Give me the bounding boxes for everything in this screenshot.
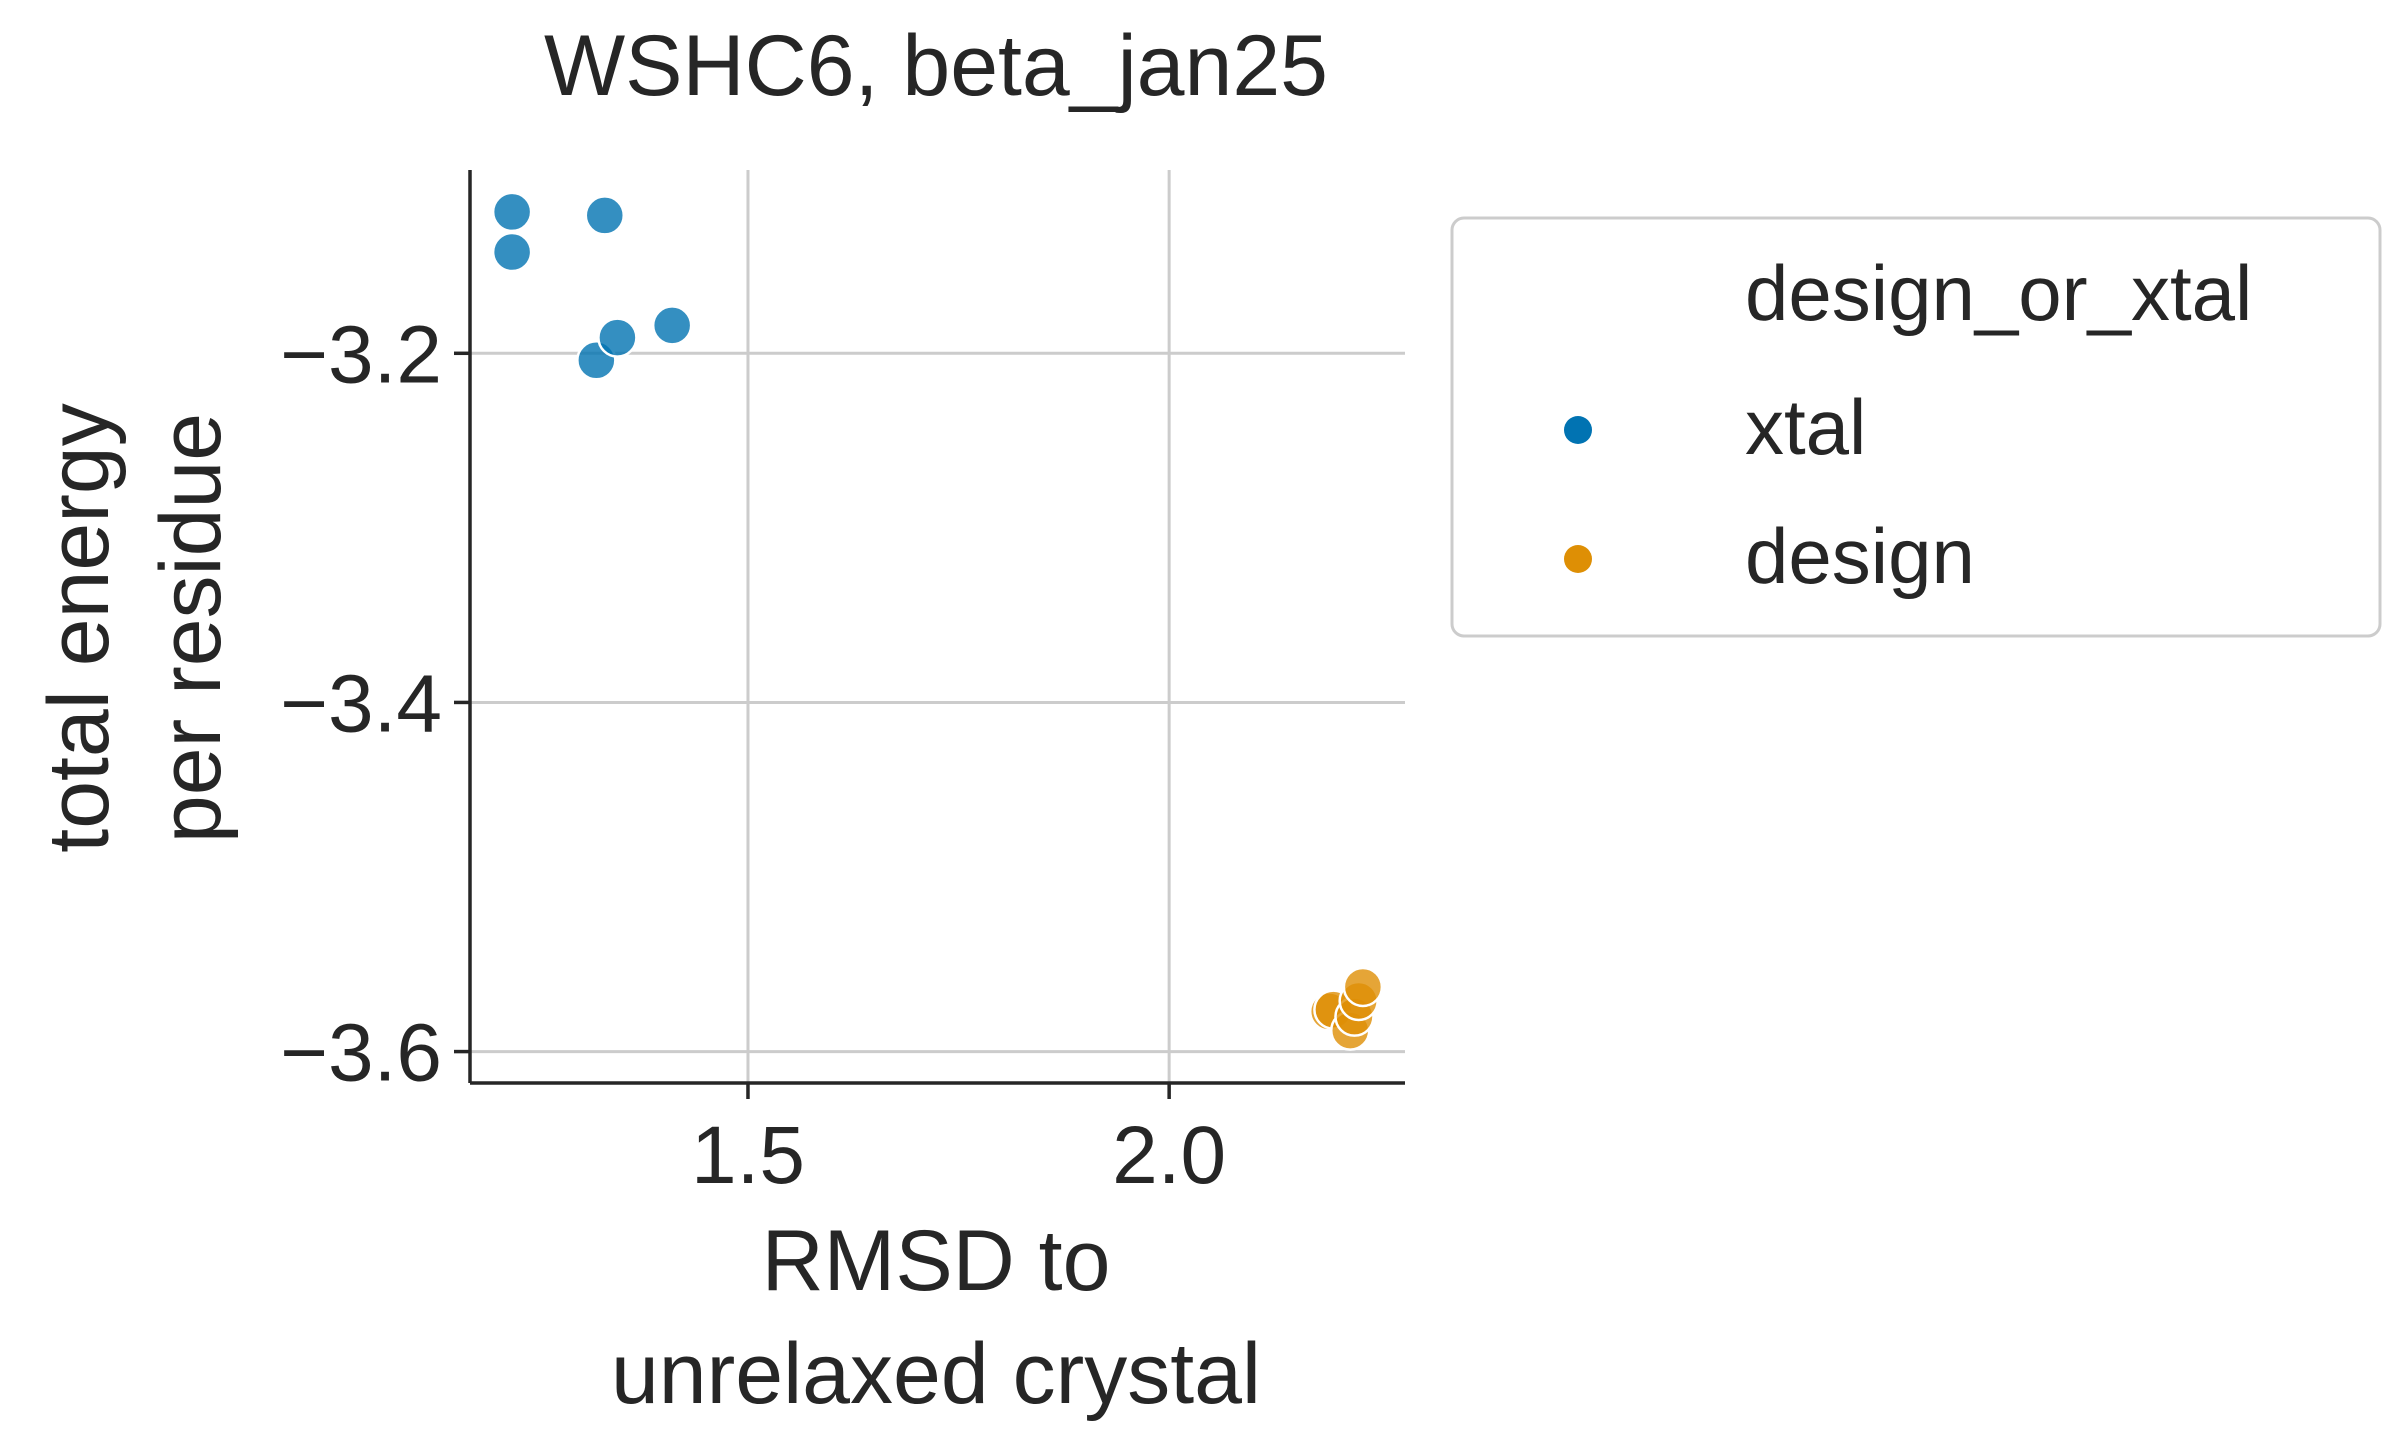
x-axis-ticks: 1.5 2.0 bbox=[691, 1083, 1226, 1201]
legend-marker-design bbox=[1564, 545, 1592, 573]
axes bbox=[468, 170, 1405, 1085]
point-xtal-5 bbox=[651, 305, 693, 346]
x-tick-label-0: 1.5 bbox=[691, 1110, 805, 1201]
y-tick-label-1: −3.4 bbox=[280, 658, 442, 749]
legend: design_or_xtal xtal design bbox=[1450, 216, 2382, 638]
point-xtal-4 bbox=[597, 317, 638, 358]
y-axis-ticks: −3.6 −3.4 −3.2 bbox=[280, 309, 470, 1099]
data-points bbox=[491, 191, 1384, 1051]
y-tick-label-0: −3.6 bbox=[280, 1008, 442, 1099]
point-xtal-0 bbox=[491, 191, 533, 233]
y-axis-label-line2: per residue bbox=[143, 413, 239, 843]
chart-title: WSHC6, beta_jan25 bbox=[544, 18, 1328, 114]
y-tick-label-2: −3.2 bbox=[280, 309, 442, 400]
legend-title: design_or_xtal bbox=[1745, 249, 2252, 337]
legend-label-xtal: xtal bbox=[1745, 383, 1866, 471]
legend-label-design: design bbox=[1745, 512, 1975, 600]
grid-lines bbox=[470, 170, 1405, 1083]
point-xtal-1 bbox=[491, 231, 533, 273]
x-tick-label-1: 2.0 bbox=[1112, 1110, 1226, 1201]
x-axis-label-line1: RMSD to bbox=[762, 1213, 1111, 1309]
x-axis-label-line2: unrelaxed crystal bbox=[611, 1326, 1261, 1422]
point-xtal-2 bbox=[584, 195, 626, 236]
legend-marker-xtal bbox=[1564, 416, 1592, 444]
point-design-5 bbox=[1342, 966, 1384, 1008]
y-axis-label-line1: total energy bbox=[31, 403, 127, 852]
legend-frame bbox=[1450, 216, 2382, 638]
